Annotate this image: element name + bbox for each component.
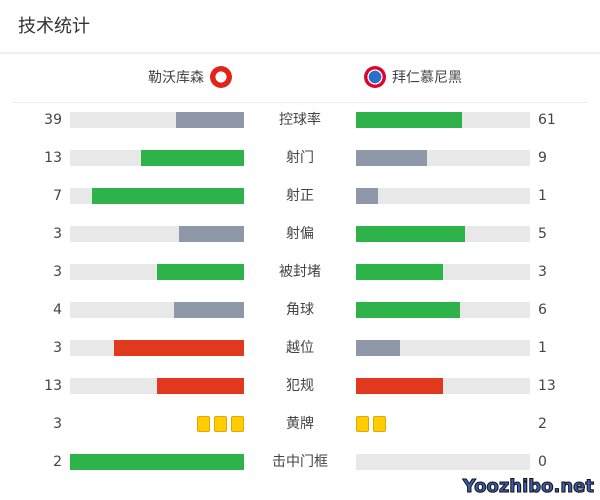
stat-row: 3 黄牌 2 [0,414,600,434]
stat-label: 越位 [286,340,314,356]
home-value: 39 [44,112,62,128]
home-team: 勒沃库森 [148,66,232,88]
home-value: 3 [53,416,62,432]
home-value: 13 [44,378,62,394]
home-bar [70,378,244,394]
away-bar-fill [356,302,461,318]
divider [0,52,600,54]
stat-label: 射正 [286,188,314,204]
home-bar-fill [113,340,244,356]
home-value: 3 [53,340,62,356]
away-bar [356,302,530,318]
home-bar-fill [157,264,244,280]
stat-label: 控球率 [279,112,321,128]
yellow-card-icon [373,416,386,432]
home-value: 2 [53,454,62,470]
away-bar-fill [356,340,400,356]
away-value: 1 [538,188,547,204]
home-bar-fill [174,302,244,318]
away-bar-fill [356,150,428,166]
home-bar [70,226,244,242]
away-bar-fill [356,188,378,204]
away-bar-fill [356,378,443,394]
stat-label: 角球 [286,302,314,318]
stat-row: 13 犯规 13 [0,376,600,396]
away-value: 3 [538,264,547,280]
stat-label: 犯规 [286,378,314,394]
stat-row: 7 射正 1 [0,186,600,206]
home-bar [70,188,244,204]
home-cards [197,416,244,432]
stat-row: 3 被封堵 3 [0,262,600,282]
away-cards [356,416,386,432]
away-value: 0 [538,454,547,470]
away-value: 6 [538,302,547,318]
away-bar [356,340,530,356]
away-value: 2 [538,416,547,432]
home-bar-fill [70,454,244,470]
stat-row: 3 射偏 5 [0,224,600,244]
home-bar [70,454,244,470]
away-bar [356,150,530,166]
home-value: 3 [53,226,62,242]
stat-label: 射门 [286,150,314,166]
stat-row: 3 越位 1 [0,338,600,358]
away-team-name: 拜仁慕尼黑 [392,70,462,86]
away-team: 拜仁慕尼黑 [364,66,462,88]
away-bar-fill [356,264,443,280]
yellow-card-icon [197,416,210,432]
home-bar-fill [141,150,244,166]
away-value: 61 [538,112,556,128]
away-bar [356,378,530,394]
away-value: 9 [538,150,547,166]
stat-label: 被封堵 [279,264,321,280]
divider [12,102,588,103]
home-bar [70,340,244,356]
away-bar [356,454,530,470]
bayer-leverkusen-logo-icon [210,66,232,88]
home-value: 3 [53,264,62,280]
away-value: 1 [538,340,547,356]
home-bar-fill [178,226,244,242]
away-value: 13 [538,378,556,394]
stat-label: 击中门框 [272,454,328,470]
stat-label: 射偏 [286,226,314,242]
home-value: 7 [53,188,62,204]
away-value: 5 [538,226,547,242]
home-value: 4 [53,302,62,318]
watermark: Yoozhibo.net [462,476,594,498]
away-bar [356,112,530,128]
away-bar-fill [356,112,463,128]
yellow-card-icon [214,416,227,432]
home-bar [70,150,244,166]
page-title: 技术统计 [18,16,90,37]
home-bar [70,302,244,318]
stat-row: 2 击中门框 0 [0,452,600,472]
yellow-card-icon [356,416,369,432]
stat-row: 39 控球率 61 [0,110,600,130]
stat-label: 黄牌 [286,416,314,432]
yellow-card-icon [231,416,244,432]
home-bar-fill [91,188,244,204]
home-value: 13 [44,150,62,166]
home-bar-fill [176,112,244,128]
away-bar-fill [356,226,465,242]
home-team-name: 勒沃库森 [148,70,204,86]
home-bar-fill [157,378,244,394]
stat-row: 13 射门 9 [0,148,600,168]
home-bar [70,264,244,280]
away-bar [356,226,530,242]
home-bar [70,112,244,128]
away-bar [356,264,530,280]
bayern-munich-logo-icon [364,66,386,88]
stat-row: 4 角球 6 [0,300,600,320]
away-bar [356,188,530,204]
